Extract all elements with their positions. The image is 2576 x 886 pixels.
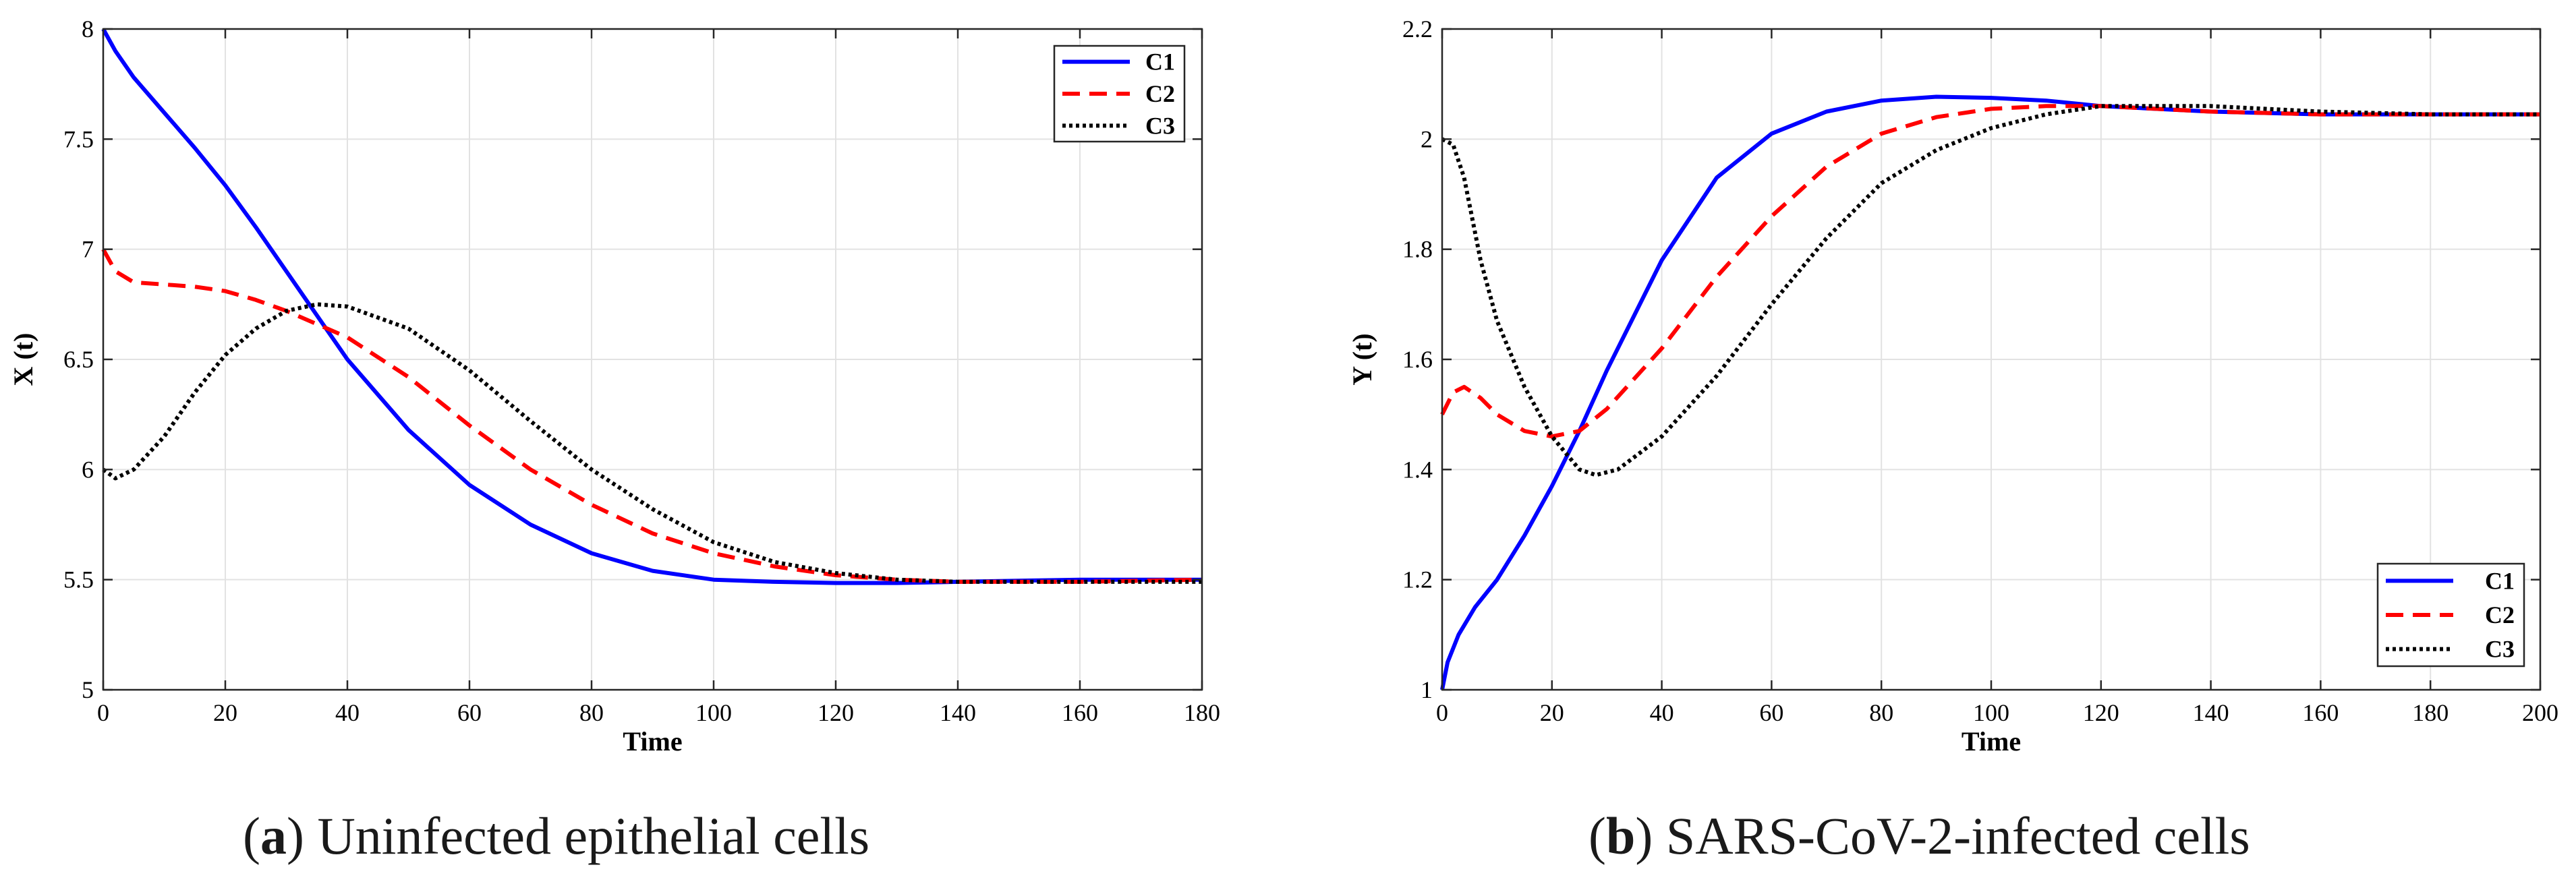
x-tick-label: 0: [97, 699, 109, 726]
chart-a: 0 20 40 60 80 100 120 140 160 180 5 5.5 6 6.5 7 7.5 8 Tim…: [8, 16, 1220, 757]
x-tick-label: 140: [2193, 699, 2229, 726]
y-tick-label: 6: [82, 456, 94, 483]
series-line-c1: [101, 28, 1202, 585]
x-tick-label: 120: [2083, 699, 2119, 726]
legend-label-c2: C2: [1145, 80, 1175, 107]
x-tick-label: 60: [1759, 699, 1783, 726]
y-tick-label: 8: [82, 16, 94, 42]
x-tick-label: 180: [1184, 699, 1220, 726]
caption-b-text: SARS-CoV-2-infected cells: [1665, 806, 2250, 865]
caption-a-text: Uninfected epithelial cells: [317, 806, 870, 865]
y-tick-label: 5: [82, 676, 94, 703]
y-tick-label: 2.2: [1402, 16, 1433, 42]
x-tick-label: 120: [818, 699, 854, 726]
y-tick-label: 5.5: [63, 566, 94, 593]
series-line-c2: [1440, 104, 2540, 439]
legend-label-c3: C3: [1145, 112, 1175, 139]
x-axis-label: Time: [623, 726, 682, 757]
legend-label-c1: C1: [1145, 49, 1175, 76]
caption-a-letter: a: [260, 806, 287, 865]
y-tick-label: 1.2: [1402, 566, 1433, 593]
y-tick-label: 1: [1421, 676, 1433, 703]
y-tick-label: 7: [82, 236, 94, 263]
y-tick-label: 1.6: [1402, 346, 1433, 373]
series-line-c3: [102, 302, 1202, 584]
x-tick-label: 180: [2412, 699, 2449, 726]
caption-b: (b) SARS-CoV-2-infected cells: [1588, 806, 2250, 865]
x-tick-label: 40: [335, 699, 360, 726]
caption-a: (a) Uninfected epithelial cells: [243, 806, 870, 865]
x-tick-label: 80: [1869, 699, 1893, 726]
x-tick-label: 200: [2522, 699, 2558, 726]
x-tick-label: 20: [213, 699, 237, 726]
series-line-c3: [1441, 104, 2540, 477]
x-tick-label: 160: [2302, 699, 2339, 726]
x-tick-label: 0: [1436, 699, 1448, 726]
caption-b-letter: b: [1605, 806, 1636, 865]
y-tick-label: 1.4: [1402, 456, 1433, 483]
y-axis-label: Y (t): [1347, 333, 1377, 385]
x-tick-label: 160: [1062, 699, 1098, 726]
x-tick-label: 140: [940, 699, 976, 726]
chart-b: 0 20 40 60 80 100 120 140 160 180 200 1 1.2 1.4 1.6 1.8…: [1347, 16, 2558, 757]
x-tick-label: 20: [1540, 699, 1564, 726]
y-tick-label: 6.5: [63, 346, 94, 373]
y-tick-label: 2: [1421, 125, 1433, 152]
x-tick-label: 60: [457, 699, 482, 726]
y-tick-label: 7.5: [63, 125, 94, 152]
legend-label-c1: C1: [2485, 567, 2515, 594]
y-axis-label: X (t): [8, 333, 38, 386]
x-tick-label: 100: [1973, 699, 2009, 726]
legend: C1 C2 C3: [1053, 45, 1186, 143]
legend-label-c3: C3: [2485, 636, 2515, 663]
legend: C1 C2 C3: [2376, 562, 2525, 668]
x-axis-label: Time: [1962, 726, 2021, 757]
y-tick-label: 1.8: [1402, 236, 1433, 263]
x-tick-label: 100: [695, 699, 732, 726]
series-line-c2: [101, 248, 1203, 584]
x-tick-label: 80: [579, 699, 604, 726]
x-tick-label: 40: [1650, 699, 1674, 726]
legend-label-c2: C2: [2485, 601, 2515, 628]
